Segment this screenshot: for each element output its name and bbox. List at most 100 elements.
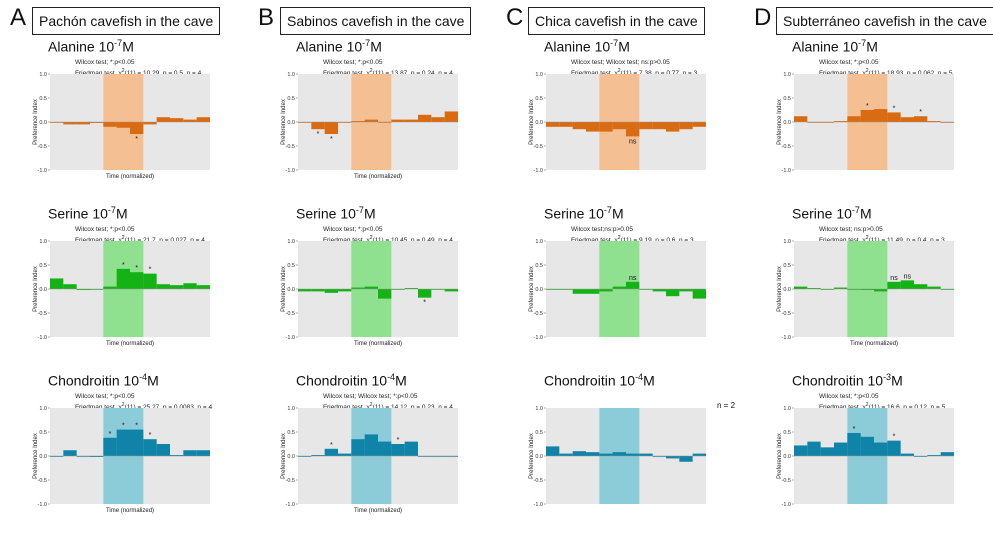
significance-label: * — [109, 431, 112, 438]
bar — [572, 289, 586, 294]
bar — [378, 289, 392, 299]
y-tick-label: -1.0 — [38, 168, 47, 174]
panel-title-exponent: -7 — [362, 38, 371, 48]
stats-line-2-superscript: 2 — [617, 68, 621, 74]
panel-title: Alanine 10-7M — [48, 38, 134, 55]
bar — [887, 281, 901, 289]
bar — [914, 456, 928, 457]
y-axis-title: Preference Index — [777, 99, 783, 145]
bar — [599, 453, 613, 456]
panel-alanine: Alanine 10-7M Wilcox test; *:p<0.05 Friedm… — [256, 38, 504, 200]
stats-line-2-prefix: Friedman test, χ — [75, 237, 122, 245]
panel-title-name: Chondroitin 10 — [792, 372, 884, 389]
bar — [652, 122, 666, 130]
y-tick-label: -0.5 — [534, 478, 543, 484]
y-tick-label: -0.5 — [782, 311, 791, 317]
bar — [599, 289, 613, 292]
bar — [391, 119, 405, 122]
y-tick-label: 0.0 — [535, 120, 543, 126]
panel-title-exponent: -4 — [635, 372, 644, 382]
bar — [364, 434, 378, 456]
significance-label: ns — [629, 275, 637, 282]
stats-line-2: Friedman test, χ2(11) = 21.7, p = 0.027,… — [75, 234, 205, 245]
significance-label: * — [149, 432, 152, 439]
column-letter: A — [10, 4, 27, 31]
bar — [444, 111, 458, 122]
bar — [807, 122, 821, 123]
stats-line-2: Friedman test, χ2(11) = 10.29, p = 0.5, … — [75, 67, 201, 78]
panel-title-name: Alanine 10 — [296, 38, 363, 55]
bar — [887, 112, 901, 122]
panel-alanine: Alanine 10-7M Wilcox test; Wilcox test; n… — [504, 38, 752, 200]
panel-serine: Serine 10-7M Wilcox test; ns:p>0.05 Friedm… — [752, 205, 993, 367]
bar — [170, 455, 184, 456]
bar — [874, 442, 888, 456]
bar — [639, 289, 653, 290]
bar — [143, 122, 157, 125]
y-tick-label: 1.0 — [535, 239, 543, 245]
x-axis-title: Time (normalized) — [106, 508, 154, 514]
stats-line-2-superscript: 2 — [369, 235, 373, 241]
bar — [914, 284, 928, 289]
panel-title: Serine 10-7M — [544, 205, 624, 222]
bar — [559, 289, 573, 290]
y-tick-label: 1.0 — [39, 72, 47, 78]
y-tick-label: -1.0 — [782, 335, 791, 341]
panel-chondroitin: Chondroitin 10-3M Wilcox test; *:p<0.05 Fr… — [752, 372, 993, 534]
bar — [559, 453, 573, 456]
panel-title-exponent: -7 — [858, 38, 867, 48]
stats-line-2-superscript: 2 — [369, 402, 373, 408]
bar — [586, 289, 600, 294]
panel-title-exponent: -7 — [603, 205, 612, 215]
y-axis-title: Preference Index — [281, 266, 287, 312]
y-axis-title: Preference Index — [281, 99, 287, 145]
y-tick-label: 0.0 — [783, 454, 791, 460]
stats-line-2-prefix: Friedman test, χ — [323, 237, 370, 245]
bar — [76, 289, 90, 290]
stats-line-1: Wilcox test; Wilcox test; ns:p>0.05 — [571, 59, 670, 66]
significance-label: * — [893, 105, 896, 112]
bar — [586, 122, 600, 132]
bar — [50, 456, 64, 457]
bar — [143, 439, 157, 456]
column-title: Subterráneo cavefish in the cave — [776, 7, 993, 35]
panel-title: Alanine 10-7M — [296, 38, 382, 55]
bar — [63, 122, 77, 125]
bar — [807, 288, 821, 289]
y-tick-label: 0.5 — [39, 430, 47, 436]
y-tick-label: 0.5 — [39, 263, 47, 269]
stats-text: Wilcox test; *:p<0.05 Friedman test, χ2(1… — [75, 225, 205, 245]
y-tick-label: 0.5 — [783, 263, 791, 269]
bar — [900, 117, 914, 122]
x-axis-title: Time (normalized) — [850, 341, 898, 347]
bar — [378, 441, 392, 456]
panel-title-exponent: -4 — [387, 372, 396, 382]
panel-title: Alanine 10-7M — [792, 38, 878, 55]
column-letter: C — [506, 4, 524, 31]
y-tick-label: -1.0 — [534, 168, 543, 174]
y-tick-label: 0.5 — [287, 263, 295, 269]
y-tick-label: -1.0 — [534, 335, 543, 341]
panel-title-name: Alanine 10 — [48, 38, 115, 55]
y-axis-title: Preference Index — [529, 266, 535, 312]
bar — [143, 273, 157, 289]
y-axis-title: Preference Index — [33, 433, 39, 479]
y-tick-label: -1.0 — [534, 502, 543, 508]
bar — [546, 122, 560, 127]
stats-line-2-suffix: (11) = 21.7, p = 0.027, n = 4 — [124, 237, 205, 245]
bar — [50, 122, 64, 123]
stats-line-2-suffix: (11) = 14.12, p = 0.23, n = 4 — [372, 404, 453, 412]
bar — [940, 289, 954, 290]
bar — [183, 283, 197, 289]
bar — [900, 280, 914, 289]
y-tick-label: -0.5 — [782, 478, 791, 484]
bar — [404, 288, 418, 289]
bar — [692, 122, 706, 127]
panel-title-name: Chondroitin 10 — [48, 372, 140, 389]
bar — [404, 441, 418, 456]
bar — [559, 122, 573, 127]
bar — [63, 284, 77, 289]
column-title: Pachón cavefish in the cave — [32, 7, 221, 35]
y-tick-label: 1.0 — [39, 406, 47, 412]
panel-title-exponent: -7 — [114, 38, 123, 48]
